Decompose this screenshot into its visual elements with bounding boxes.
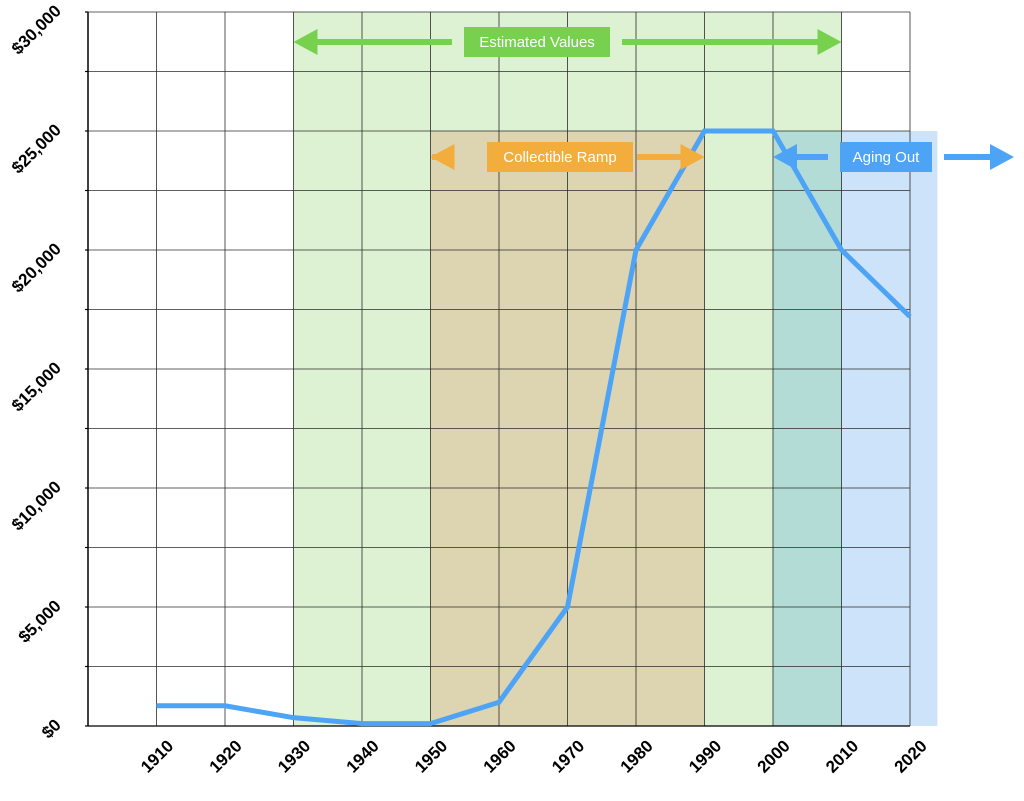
- estimated-values-label-bg: [464, 27, 610, 57]
- x-tick-label: 1920: [206, 736, 246, 776]
- ramp-arrow-left-head: [430, 144, 455, 170]
- x-tick-label: 1940: [343, 736, 383, 776]
- aging-arrow-left-head: [773, 144, 797, 170]
- x-tick-labels: 1910 1920 1930 1940 1950 1960 1970 1980 1990 2000…: [137, 736, 931, 776]
- ramp-arrow-right-head: [680, 144, 705, 170]
- y-tick-label: $15,000: [8, 358, 65, 415]
- x-tick-label: 1930: [274, 736, 314, 776]
- axes: [85, 11, 910, 727]
- y-tick-label: $10,000: [8, 477, 65, 534]
- aging-out-label: Aging Out: [853, 149, 921, 166]
- y-tick-label: $30,000: [8, 1, 65, 58]
- x-tick-label: 1950: [411, 736, 451, 776]
- y-tick-label: $20,000: [8, 239, 65, 296]
- estimated-values-label: Estimated Values: [479, 34, 595, 51]
- y-tick-labels: $0 $5,000 $10,000 $15,000 $20,000 $25,000 $30,…: [8, 1, 65, 742]
- band-annotations: Estimated Values Collectible Ramp Aging Ou…: [293, 27, 1014, 172]
- y-tick-label: $5,000: [15, 596, 65, 646]
- x-tick-label: 1960: [480, 736, 520, 776]
- x-tick-label: 2000: [754, 736, 794, 776]
- y-tick-label: $25,000: [8, 120, 65, 177]
- aging-arrow-right-head: [990, 144, 1014, 170]
- x-tick-label: 1970: [548, 736, 588, 776]
- estimated-arrow-left-head: [293, 29, 318, 55]
- aging-out-label-bg: [840, 142, 932, 172]
- collectible-ramp-label-bg: [487, 142, 633, 172]
- x-tick-label: 2020: [891, 736, 931, 776]
- x-tick-label: 1980: [617, 736, 657, 776]
- x-tick-label: 1990: [685, 736, 725, 776]
- estimated-arrow-right-head: [817, 29, 842, 55]
- x-tick-label: 2010: [822, 736, 862, 776]
- collectible-ramp-label: Collectible Ramp: [503, 149, 616, 166]
- y-tick-label: $0: [38, 715, 65, 742]
- x-tick-label: 1910: [137, 736, 177, 776]
